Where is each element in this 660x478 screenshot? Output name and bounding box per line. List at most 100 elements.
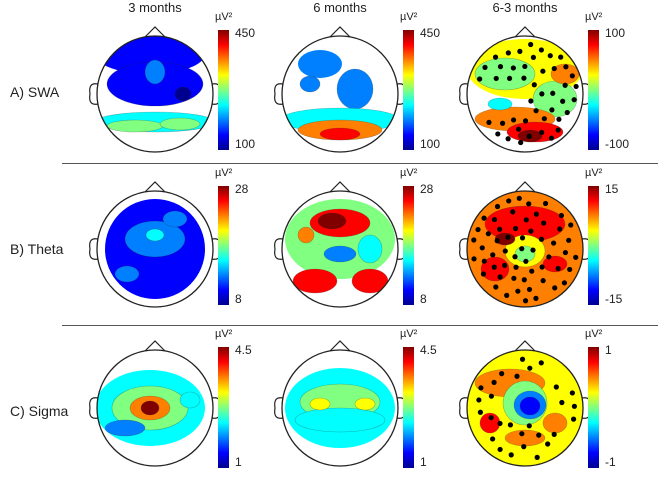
significant-electrode: [504, 292, 510, 298]
significant-electrode: [490, 436, 496, 442]
significant-electrode: [510, 117, 517, 123]
significant-electrode: [485, 231, 491, 237]
significant-electrode: [491, 216, 498, 223]
significant-electrode: [494, 203, 501, 210]
significant-electrode: [551, 240, 557, 246]
colorbar-unit: µV²: [585, 11, 603, 23]
field-contour: [336, 68, 374, 110]
nose-outline: [514, 181, 536, 193]
colorbar-max-label: 100: [605, 26, 626, 40]
significant-electrode: [550, 90, 556, 96]
significant-electrode: [534, 454, 540, 460]
colorbar: [218, 30, 229, 150]
field-contour: [299, 75, 321, 93]
colorbar-min-label: 8: [420, 292, 427, 306]
significant-electrode: [486, 119, 492, 125]
field-contour: [542, 255, 568, 273]
significant-electrode: [526, 286, 533, 293]
significant-electrode: [570, 416, 577, 422]
row-label-swa: A) SWA: [10, 84, 60, 100]
colorbar: [218, 347, 229, 468]
significant-electrode: [481, 258, 487, 264]
significant-electrode: [513, 264, 519, 270]
row-divider: [62, 163, 658, 164]
field-contour: [159, 117, 201, 131]
field-contour: [474, 57, 536, 91]
significant-electrode: [573, 254, 579, 260]
significant-electrode: [567, 266, 573, 273]
nose-outline: [329, 340, 351, 352]
significant-electrode: [515, 288, 521, 294]
significant-electrode: [488, 415, 494, 421]
significant-electrode: [521, 75, 527, 81]
significant-electrode: [571, 403, 578, 409]
significant-electrode: [530, 247, 536, 253]
field-contour: [114, 265, 140, 283]
significant-electrode: [512, 225, 519, 232]
significant-electrode: [493, 75, 499, 82]
colorbar: [588, 186, 599, 305]
left-ear-outline: [274, 83, 284, 105]
significant-electrode: [490, 252, 496, 258]
topoplot-map: [89, 26, 221, 153]
significant-electrode: [523, 258, 529, 264]
significant-electrode: [479, 245, 485, 251]
significant-electrode: [480, 271, 487, 277]
significant-electrode: [517, 48, 523, 54]
colorbar-min-label: -1: [605, 455, 616, 469]
significant-electrode: [569, 73, 575, 79]
significant-electrode: [493, 284, 499, 290]
significant-electrode: [529, 268, 535, 274]
nose-outline: [329, 26, 351, 38]
head-outline: [466, 35, 584, 153]
significant-electrode: [564, 109, 570, 116]
significant-electrode: [562, 82, 568, 88]
colorbar-unit: µV²: [400, 167, 418, 179]
field-contour: [162, 210, 188, 228]
field-contour: [532, 80, 578, 118]
field-contour: [317, 212, 347, 230]
significant-electrode: [497, 64, 504, 70]
significant-electrode: [539, 129, 545, 136]
significant-electrode: [521, 277, 527, 283]
significant-electrode: [507, 422, 514, 428]
significant-electrode: [568, 222, 574, 228]
significant-electrode: [502, 248, 508, 254]
colorbar: [588, 30, 599, 150]
significant-electrode: [495, 131, 501, 137]
significant-electrode: [499, 371, 505, 377]
significant-electrode: [519, 431, 525, 437]
significant-electrode: [563, 64, 569, 70]
field-contour: [351, 268, 389, 294]
significant-electrode: [522, 298, 529, 304]
significant-electrode: [497, 446, 503, 453]
head-outline: [96, 35, 214, 153]
topoplot-map: [459, 340, 591, 467]
nose-outline: [144, 340, 166, 352]
topoplot-map: [274, 340, 406, 467]
significant-electrode: [519, 356, 526, 362]
significant-electrode: [516, 126, 522, 132]
colorbar: [403, 347, 414, 468]
colorbar-unit: µV²: [585, 167, 603, 179]
field-contour: [323, 245, 357, 263]
significant-electrode: [573, 83, 579, 90]
field-contour: [179, 391, 201, 409]
left-ear-outline: [459, 397, 469, 419]
colorbar-unit: µV²: [215, 11, 233, 23]
colorbar-max-label: 450: [235, 26, 256, 40]
colorbar-unit: µV²: [215, 167, 233, 179]
left-ear-outline: [274, 238, 284, 260]
field-contour: [487, 97, 513, 111]
significant-electrode: [558, 212, 565, 219]
topoplot-map: [89, 340, 221, 467]
significant-electrode: [477, 409, 484, 415]
colorbar-unit: µV²: [215, 328, 233, 340]
significant-electrode: [533, 211, 539, 217]
significant-electrode: [558, 54, 564, 60]
significant-electrode: [562, 249, 569, 256]
left-ear-outline: [89, 397, 99, 419]
significant-electrode: [518, 139, 524, 146]
significant-electrode: [553, 384, 559, 390]
left-ear-outline: [89, 83, 99, 105]
